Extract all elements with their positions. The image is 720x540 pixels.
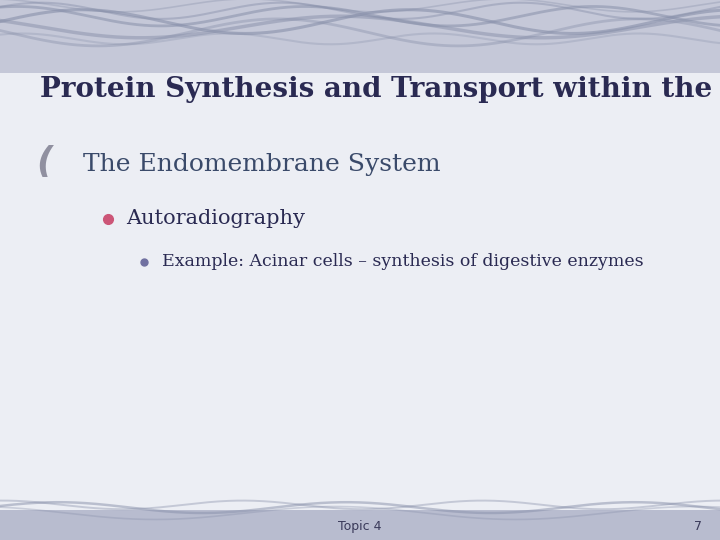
Text: Topic 4: Topic 4 xyxy=(338,520,382,533)
Bar xyxy=(0,510,720,540)
Text: 7: 7 xyxy=(694,520,702,533)
Text: Protein Synthesis and Transport within the Cell: Protein Synthesis and Transport within t… xyxy=(40,76,720,103)
Text: The Endomembrane System: The Endomembrane System xyxy=(83,153,441,176)
Text: Example: Acinar cells – synthesis of digestive enzymes: Example: Acinar cells – synthesis of dig… xyxy=(162,253,644,271)
Text: (: ( xyxy=(36,145,53,179)
Text: Autoradiography: Autoradiography xyxy=(126,209,305,228)
Bar xyxy=(0,0,720,73)
